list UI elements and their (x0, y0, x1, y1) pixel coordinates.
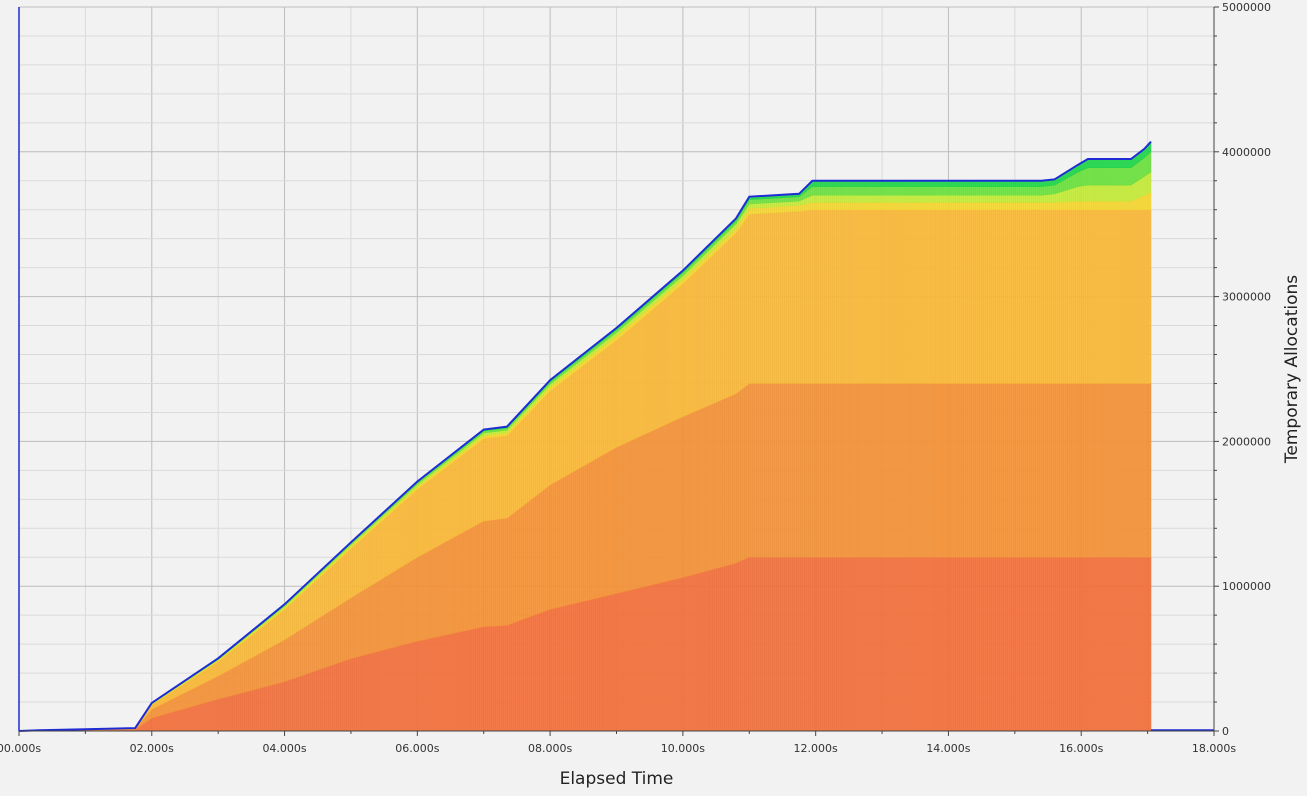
total-line (18, 140, 1152, 732)
x-axis-title: Elapsed Time (560, 769, 674, 789)
x-tick-label: 14.000s (926, 742, 970, 755)
y-tick-label: 0 (1222, 725, 1229, 738)
x-tick-label: 18.000s (1192, 742, 1236, 755)
y-tick-labels: 0 1000000 2000000 3000000 4000000 5000000 (1222, 1, 1271, 738)
x-tick-label: 16.000s (1059, 742, 1103, 755)
y-tick-label: 3000000 (1222, 291, 1271, 304)
stacked-areas (18, 140, 1152, 732)
axes (18, 6, 1219, 736)
x-tick-label: 00.000s (0, 742, 41, 755)
y-axis-title: Temporary Allocations (1282, 275, 1302, 464)
x-tick-labels: 00.000s 02.000s 04.000s 06.000s 08.000s 10.00… (0, 742, 1236, 755)
y-tick-label: 4000000 (1222, 146, 1271, 159)
y-tick-label: 1000000 (1222, 580, 1271, 593)
total-outline (18, 140, 1214, 732)
y-tick-label: 5000000 (1222, 1, 1271, 14)
x-tick-label: 10.000s (661, 742, 705, 755)
x-tick-label: 12.000s (794, 742, 838, 755)
y-tick-label: 2000000 (1222, 435, 1271, 448)
x-tick-label: 08.000s (528, 742, 572, 755)
x-tick-label: 02.000s (130, 742, 174, 755)
x-tick-label: 06.000s (395, 742, 439, 755)
x-tick-label: 04.000s (262, 742, 306, 755)
